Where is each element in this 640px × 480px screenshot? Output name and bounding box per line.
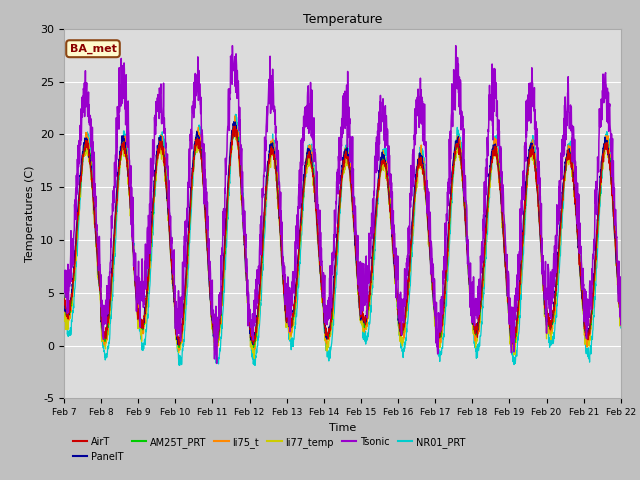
Legend: AirT, PanelT, AM25T_PRT, li75_t, li77_temp, Tsonic, NR01_PRT: AirT, PanelT, AM25T_PRT, li75_t, li77_te…	[69, 433, 470, 466]
Text: BA_met: BA_met	[70, 44, 116, 54]
Title: Temperature: Temperature	[303, 13, 382, 26]
X-axis label: Time: Time	[329, 423, 356, 432]
Y-axis label: Temperatures (C): Temperatures (C)	[24, 165, 35, 262]
